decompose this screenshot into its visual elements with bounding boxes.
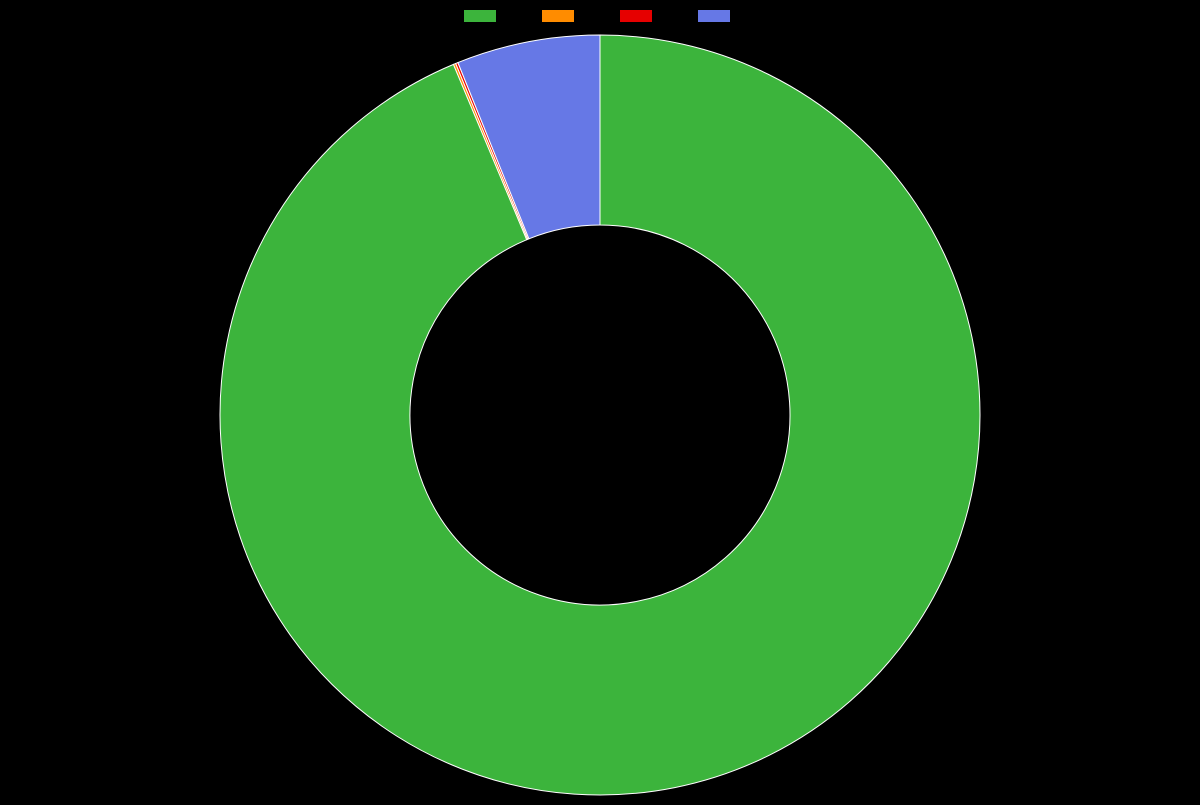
- chart-legend: [464, 10, 736, 22]
- legend-item[interactable]: [464, 10, 502, 22]
- donut-chart: [215, 30, 985, 800]
- legend-swatch: [542, 10, 574, 22]
- legend-swatch: [698, 10, 730, 22]
- legend-item[interactable]: [620, 10, 658, 22]
- legend-item[interactable]: [542, 10, 580, 22]
- legend-item[interactable]: [698, 10, 736, 22]
- legend-swatch: [464, 10, 496, 22]
- legend-swatch: [620, 10, 652, 22]
